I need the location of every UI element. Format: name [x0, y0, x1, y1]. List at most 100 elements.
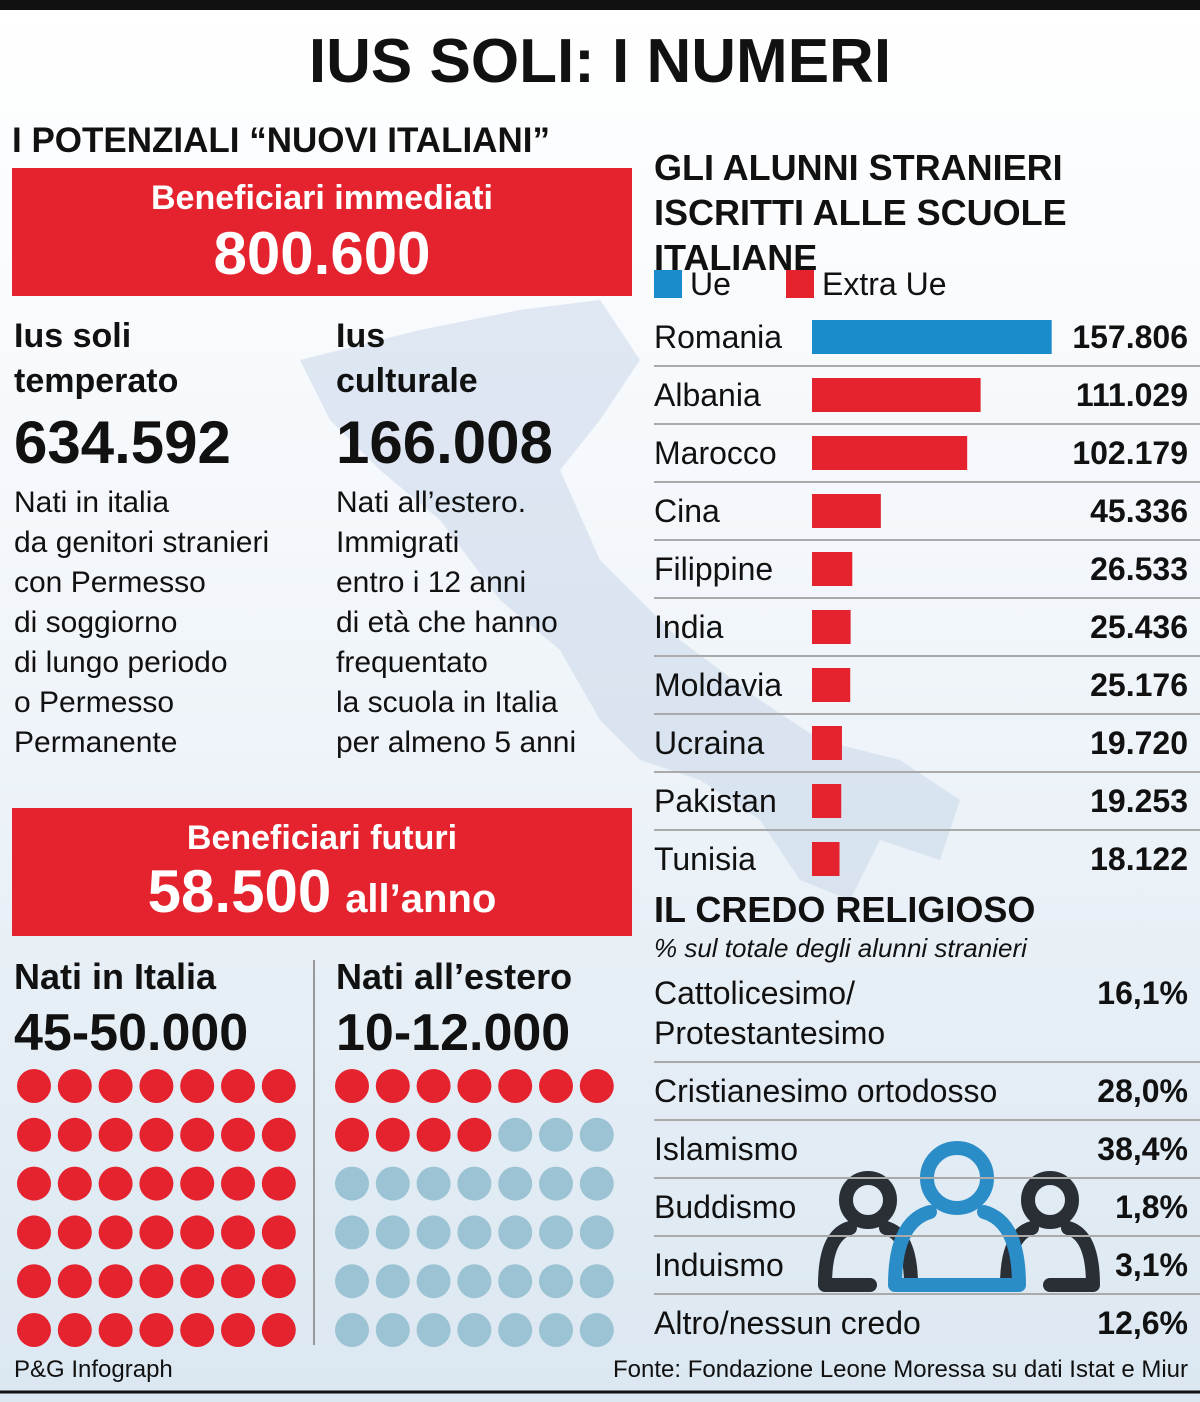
dot: [498, 1264, 533, 1299]
source: Fonte: Fondazione Leone Moressa su dati …: [613, 1356, 1188, 1383]
dot: [498, 1215, 533, 1250]
dot: [335, 1215, 369, 1250]
section-heading: I POTENZIALI “NUOVI ITALIANI”: [12, 120, 550, 160]
dot: [17, 1117, 51, 1152]
dot: [457, 1117, 492, 1152]
dot: [375, 1069, 410, 1103]
bar: [812, 784, 842, 818]
category-label: Albania: [654, 377, 761, 413]
dot: [221, 1215, 255, 1250]
religion-name: Induismo: [654, 1247, 784, 1283]
dot: [539, 1069, 573, 1103]
dot: [139, 1117, 174, 1152]
dot: [180, 1264, 215, 1299]
dot: [221, 1313, 255, 1347]
value-label: 25.436: [1090, 609, 1188, 645]
column-title: Ius: [336, 317, 386, 355]
bar: [812, 436, 968, 470]
dot: [335, 1313, 369, 1347]
column-title: temperato: [14, 362, 179, 400]
bar: [812, 552, 853, 586]
category-label: Romania: [654, 319, 783, 355]
dot: [17, 1264, 51, 1299]
value-label: 19.720: [1090, 725, 1188, 761]
value-label: 26.533: [1090, 551, 1188, 587]
value-label: 102.179: [1072, 435, 1188, 471]
dot: [457, 1215, 492, 1250]
value-label: 157.806: [1072, 319, 1188, 355]
column-text: Nati in italia: [14, 486, 170, 519]
dot: [539, 1264, 573, 1299]
dot: [17, 1215, 51, 1250]
category-label: India: [654, 609, 724, 645]
dot: [180, 1313, 215, 1347]
chart-title: GLI ALUNNI STRANIERI ISCRITTI ALLE SCUOL…: [654, 147, 1067, 278]
religion-share: 3,1%: [1115, 1247, 1188, 1283]
category-label: Moldavia: [654, 667, 783, 703]
category-label: Cina: [654, 493, 720, 529]
column-text: da genitori stranieri: [14, 526, 270, 559]
column-title: Nati in Italia: [14, 956, 217, 997]
value-label: 19.253: [1090, 783, 1188, 819]
column-number: 166.008: [336, 409, 553, 476]
dot: [579, 1313, 614, 1347]
dot: [139, 1069, 174, 1103]
legend-swatch: [786, 270, 814, 298]
column-text: entro i 12 anni: [336, 566, 527, 599]
dot: [457, 1069, 492, 1103]
dot: [539, 1215, 573, 1250]
dot: [261, 1117, 296, 1152]
dot: [335, 1264, 369, 1299]
category-label: Marocco: [654, 435, 777, 471]
dot: [539, 1313, 573, 1347]
dot: [139, 1313, 174, 1347]
column-text: con Permesso: [14, 566, 206, 599]
dot: [57, 1313, 92, 1347]
dot: [539, 1117, 573, 1152]
dot: [98, 1117, 133, 1152]
dot: [416, 1117, 451, 1152]
dot: [57, 1069, 92, 1103]
religion-share: 38,4%: [1097, 1131, 1188, 1167]
religion-name: Protestantesimo: [654, 1015, 886, 1051]
religion-share: 28,0%: [1097, 1073, 1188, 1109]
total-number: 58.500: [147, 858, 332, 925]
section-subtitle: % sul totale degli alunni stranieri: [654, 933, 1027, 963]
dot: [180, 1069, 215, 1103]
dot: [498, 1166, 533, 1201]
legend-label: Ue: [690, 266, 731, 302]
bar: [812, 320, 1052, 354]
dot: [261, 1313, 296, 1347]
dot: [221, 1117, 255, 1152]
dot: [579, 1069, 614, 1103]
section-heading: IL CREDO RELIGIOSO: [654, 889, 1036, 930]
dot: [57, 1264, 92, 1299]
dot: [139, 1264, 174, 1299]
dot: [457, 1264, 492, 1299]
dot: [579, 1264, 614, 1299]
bar: [812, 378, 981, 412]
dot: [375, 1313, 410, 1347]
religion-share: 12,6%: [1097, 1305, 1188, 1341]
dot: [335, 1069, 369, 1103]
dot: [579, 1117, 614, 1152]
dot: [17, 1313, 51, 1347]
dot: [579, 1166, 614, 1201]
dot: [375, 1264, 410, 1299]
religion-name: Buddismo: [654, 1189, 797, 1225]
box-total: 58.500 all’anno: [22, 860, 622, 940]
value-label: 25.176: [1090, 667, 1188, 703]
category-label: Ucraina: [654, 725, 765, 761]
dot: [375, 1166, 410, 1201]
religion-name: Islamismo: [654, 1131, 799, 1167]
religion-share: 1,8%: [1115, 1189, 1188, 1225]
column-text: frequentato: [336, 646, 488, 679]
column-text: o Permesso: [14, 686, 175, 719]
dot: [180, 1215, 215, 1250]
dot: [139, 1166, 174, 1201]
dot: [139, 1215, 174, 1250]
religion-name: Cristianesimo ortodosso: [654, 1073, 998, 1109]
religion-name: Cattolicesimo/: [654, 975, 855, 1011]
